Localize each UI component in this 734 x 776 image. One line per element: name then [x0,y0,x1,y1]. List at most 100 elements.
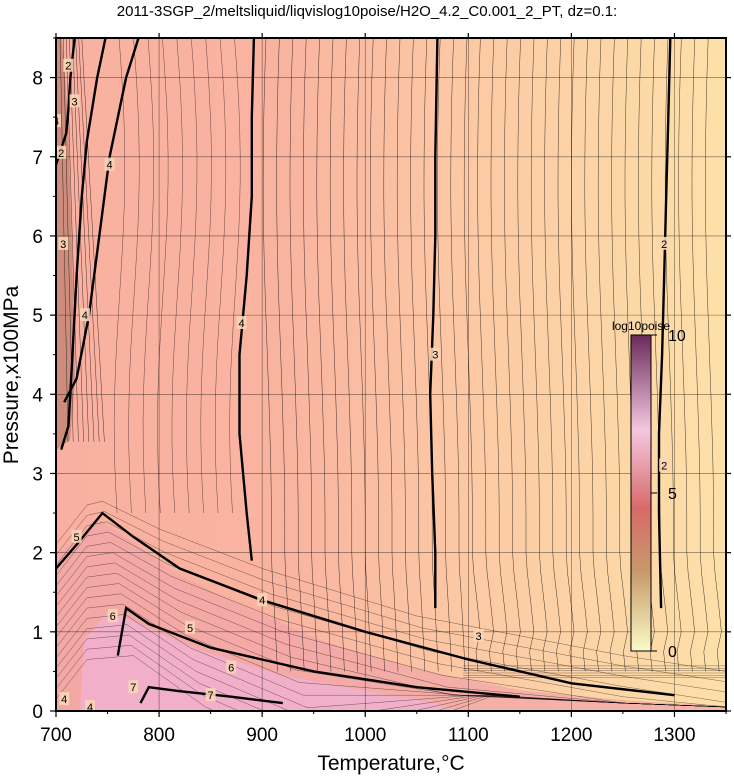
colorbar-ticks: 0 5 10 [651,328,686,661]
x-tick-label: 1200 [550,725,592,746]
thin-contour [517,38,535,672]
thin-contour [437,38,452,672]
thin-contour [157,38,169,514]
y-tick-label: 8 [32,69,43,90]
x-tick-label: 1000 [344,725,386,746]
contour-label: 4 [61,694,67,706]
x-tick-label: 1300 [653,725,695,746]
thin-contour [229,38,241,514]
y-axis-title: Pressure,x100MPa [0,285,23,464]
thin-contour [370,38,385,672]
y-tick-labels: 0 1 2 3 4 5 6 7 8 [32,69,43,723]
colorbar-tick-label: 0 [668,644,677,661]
contour-label-bg [205,688,216,702]
y-tick-label: 1 [32,623,43,644]
colorbar-title: log10poise [612,319,670,333]
thin-contour [691,38,709,672]
thin-contour [56,552,726,708]
thin-contour [343,38,359,672]
thin-contour [383,38,399,672]
y-tick-label: 2 [32,544,43,565]
contour-label-bg [63,58,74,72]
contour-label: 6 [228,662,234,674]
y-tick-label: 3 [32,464,43,485]
contour-label: 4 [82,310,88,322]
contour-label-bg [56,114,61,128]
y-tick-label: 6 [32,227,43,248]
thin-contour [81,38,105,442]
thin-contour [396,38,412,672]
thin-contour [678,38,695,672]
contour-label-bg [58,236,69,250]
thin-contour [142,38,154,514]
x-tick-label: 800 [143,725,175,746]
x-tick-label: 1100 [448,725,489,746]
contour-label-bg [659,458,670,472]
thin-contour [113,38,126,514]
thin-contour [56,655,726,711]
thin-contour [215,38,227,514]
thin-contour [56,521,726,693]
thin-contour [289,38,305,672]
contour-label: 3 [476,631,482,643]
thin-contour [423,38,439,672]
contour-label: 2 [661,461,667,473]
contour-label-bg [71,529,82,543]
contour-label: 4 [87,702,93,714]
x-tick-labels: 700 800 900 1000 1100 1200 1300 [40,725,695,746]
contour-label: 4 [107,160,113,172]
thin-contour [530,38,548,672]
thin-contour [477,38,494,672]
y-tick-label: 7 [32,148,43,169]
contour-label-bg [430,347,441,361]
y-tick-label: 5 [32,306,43,327]
thin-contour [56,511,726,682]
thin-contour [171,38,183,514]
contour-label: 7 [208,690,214,702]
contour-label: 2 [58,148,64,160]
colorbar-tick-label: 10 [668,328,686,345]
thin-contour [450,38,466,672]
contour-line-level-2 [657,38,672,609]
y-tick-label: 4 [32,385,43,406]
thin-contour [544,38,561,672]
contour-line-level-6 [116,606,520,698]
thin-contour [705,38,722,672]
high-viscosity-region-inner [80,610,460,711]
colorbar: log10poise 0 5 10 [612,319,686,661]
x-tick-label: 900 [246,725,278,746]
thin-contour [557,38,575,672]
contour-label: 3 [71,96,77,108]
contour-label-bg [236,316,247,330]
contour-label: 3 [432,350,438,362]
contour-label-bg [79,308,90,322]
contour-label: 2 [661,239,667,251]
contour-label-bg [59,692,70,706]
thin-contour [611,38,628,672]
contour-label-bg [128,680,139,694]
axis-ticks [50,33,731,717]
thin-contour [303,38,318,672]
colorbar-gradient [630,334,652,652]
contour-label: 4 [259,595,265,607]
thin-contour [410,38,426,672]
contour-label-bg [104,157,115,171]
contour-line-level-4 [238,38,256,561]
contour-label: 7 [130,682,136,694]
contour-label-bg [85,700,96,711]
contour-label: 5 [74,532,80,544]
x-tick-label: 700 [40,725,72,746]
y-tick-label: 0 [32,702,43,723]
colorbar-tick-label: 5 [668,486,677,503]
contour-line-level-3 [60,38,107,451]
thin-contour [78,38,100,442]
contour-label: 2 [65,61,71,73]
contour-label-bg [659,236,670,250]
thin-contour [490,38,508,672]
chart-title: 2011-3SGP_2/meltsliquid/liqvislog10poise… [117,3,617,20]
thin-contour [186,38,198,514]
contour-label: 4 [53,116,59,128]
contour-label: 3 [60,239,66,251]
thin-contour [56,500,726,672]
